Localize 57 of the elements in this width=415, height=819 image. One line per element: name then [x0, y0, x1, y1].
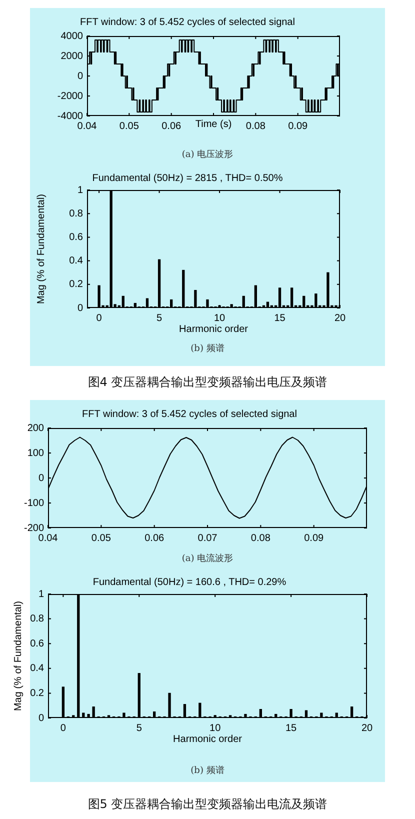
- y-tick-label: 2000: [60, 50, 84, 62]
- chart-title: Fundamental (50Hz) = 160.6 , THD= 0.29%: [92, 576, 286, 588]
- x-axis-title: Time (s): [195, 118, 232, 130]
- x-tick-label: 0.04: [38, 532, 58, 544]
- x-tick-label: 0.07: [198, 532, 218, 544]
- x-tick-label: 5: [156, 312, 163, 324]
- y-tick-label: 0.4: [69, 256, 84, 267]
- x-tick-label: 15: [274, 312, 286, 324]
- x-tick-label: 0.09: [304, 532, 324, 544]
- x-tick-label: 0.09: [288, 120, 308, 132]
- x-tick-label: 0.08: [250, 532, 271, 544]
- x-tick-label: 10: [214, 312, 226, 324]
- caption: 图5 变压器耦合输出型变频器输出电流及频谱: [86, 796, 328, 813]
- y-tick-label: -2000: [57, 90, 84, 102]
- y-tick-label: 0.8: [30, 614, 44, 625]
- x-axis-title: Harmonic order: [179, 324, 249, 335]
- chart-title: Fundamental (50Hz) = 2815 , THD= 0.50%: [92, 172, 283, 184]
- x-tick-label: 0.06: [162, 120, 182, 132]
- y-tick-label: 0.2: [69, 279, 84, 290]
- x-tick-label: 0.08: [246, 120, 266, 132]
- y-tick-label: -100: [24, 498, 44, 509]
- y-axis-title: Mag (% of Fundamental): [36, 194, 47, 304]
- caption: 图4 变压器耦合输出型变频器输出电压及频谱: [86, 374, 328, 391]
- y-tick-label: 0: [77, 70, 84, 82]
- y-tick-label: 4000: [60, 30, 84, 42]
- y-tick-label: 200: [27, 422, 44, 434]
- y-tick-label: 1: [77, 184, 84, 196]
- text: (a) 电压波形: [180, 148, 234, 161]
- x-tick-label: 0.06: [144, 532, 164, 544]
- y-tick-label: 1: [38, 588, 44, 600]
- x-tick-label: 5: [136, 722, 142, 734]
- x-tick-label: 20: [334, 312, 346, 324]
- y-tick-label: 0.4: [30, 663, 44, 674]
- y-tick-label: 0: [38, 712, 44, 724]
- text: (b) 频谱: [190, 764, 226, 777]
- x-tick-label: 0.05: [91, 532, 112, 544]
- y-tick-label: 0: [77, 302, 84, 314]
- y-tick-label: 0.8: [69, 208, 84, 220]
- x-tick-label: 0.04: [77, 120, 98, 132]
- y-tick-label: 0.6: [30, 638, 44, 650]
- x-tick-label: 15: [285, 722, 298, 734]
- y-tick-label: 0.6: [69, 232, 84, 243]
- y-tick-label: 100: [27, 448, 44, 459]
- x-tick-label: 0: [96, 312, 102, 324]
- chart-title: FFT window: 3 of 5.452 cycles of selected signal: [80, 16, 295, 28]
- x-axis-title: Harmonic order: [173, 734, 243, 745]
- y-axis-title: Mag (% of Fundamental): [12, 600, 24, 712]
- x-tick-label: 20: [361, 722, 373, 734]
- text: (b) 频谱: [190, 342, 226, 355]
- y-tick-label: 0.2: [30, 688, 44, 699]
- y-tick-label: -200: [24, 522, 44, 534]
- y-tick-label: 0: [38, 472, 44, 484]
- text: (a) 电流波形: [180, 552, 234, 565]
- x-tick-label: 0.05: [119, 120, 140, 132]
- y-tick-label: -4000: [57, 110, 84, 122]
- x-tick-label: 10: [210, 722, 222, 734]
- chart-title: FFT window: 3 of 5.452 cycles of selected signal: [82, 408, 297, 420]
